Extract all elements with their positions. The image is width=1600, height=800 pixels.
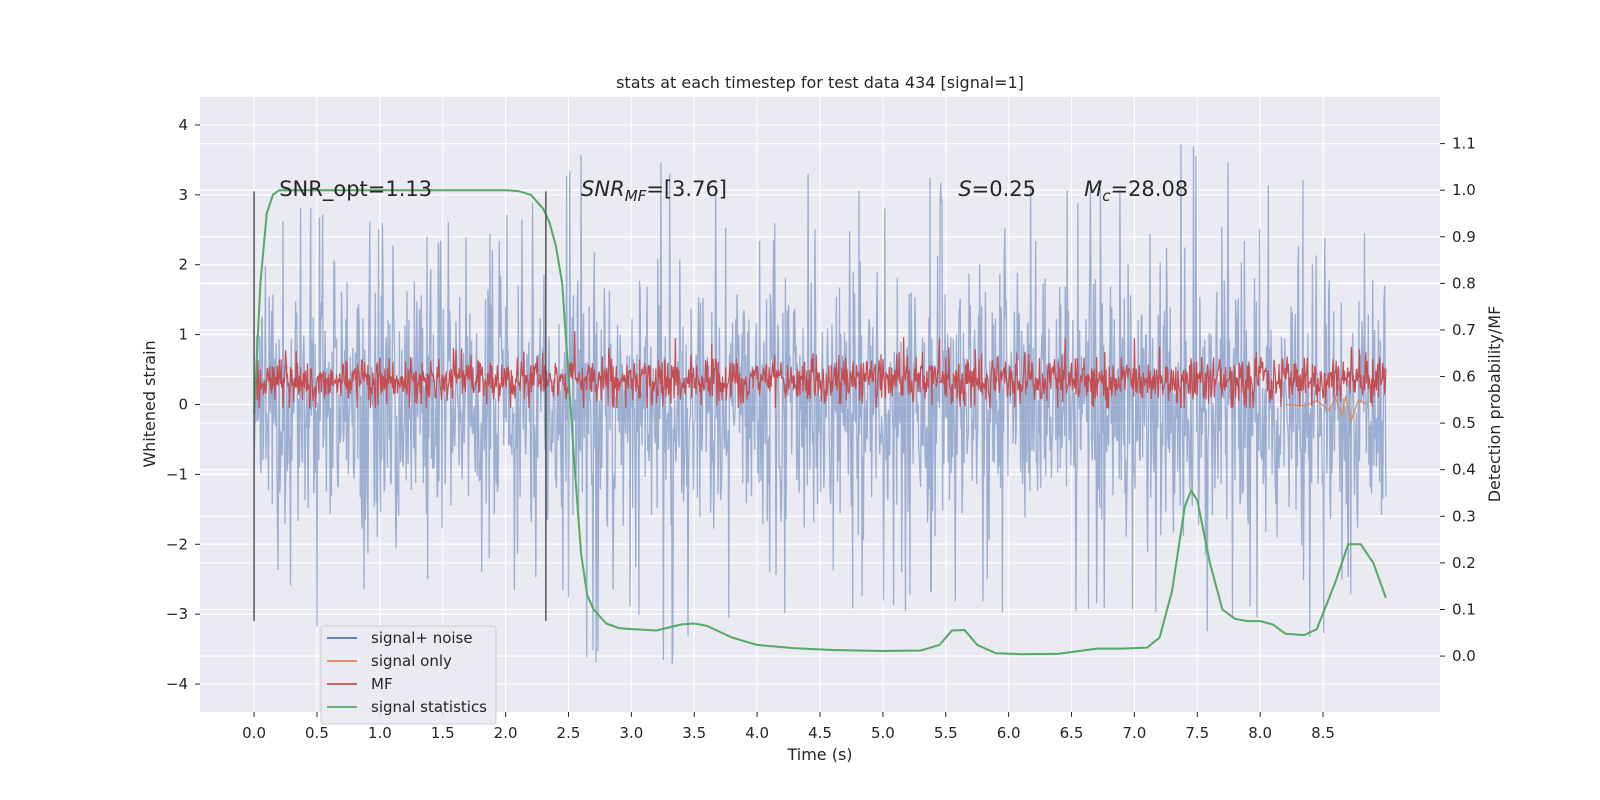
x-axis: 0.0 0.5 1.0 1.5 2.0 2.5 3.0 3.5 4.0 4.5 5.0 5.5 6.0 6… [242,712,1335,742]
annotation: S=0.25 [958,177,1036,201]
annotation-part: M [1084,177,1102,201]
y2-tick-label: 0.0 [1452,647,1476,665]
vertical-markers [253,191,547,622]
y-tick-label: 1 [178,326,188,344]
annotation-part: =0.25 [972,177,1036,201]
x-tick-label: 0.5 [305,724,329,742]
series-signal-only [1285,395,1368,425]
y-tick-label: −3 [166,605,188,623]
series-mf [253,331,1387,410]
y-tick-label: 0 [178,396,188,414]
y2-tick-label: 0.6 [1452,368,1476,386]
x-tick-label: 6.5 [1060,724,1084,742]
annotation: SNRMF=[3.76] [581,177,727,205]
x-tick-label: 2.0 [494,724,518,742]
annotation-part: S [958,177,971,201]
y2-tick-label: 0.1 [1452,601,1476,619]
x-tick-label: 7.0 [1122,724,1146,742]
y-axis-right: 0.0 0.1 0.2 0.3 0.4 0.5 0.6 0.7 0.8 0.9 1.0 1.1 [1440,135,1476,665]
series-layer [253,144,1387,664]
annotation: Mc=28.08 [1084,177,1188,205]
x-tick-label: 6.0 [997,724,1021,742]
x-tick-label: 3.5 [682,724,706,742]
x-tick-label: 2.5 [557,724,581,742]
legend-label-1: signal only [371,652,452,670]
y2-tick-label: 0.3 [1452,507,1476,525]
y-tick-label: 4 [178,116,188,134]
y-tick-label: −1 [166,465,188,483]
series-signal-statistics [253,189,1387,656]
annotations: SNR_opt=1.13 SNRMF=[3.76] S=0.25 Mc=28.08 [279,177,1188,205]
annotation-part: SNR [581,177,625,201]
x-tick-label: 4.0 [745,724,769,742]
y2-tick-label: 0.4 [1452,461,1476,479]
annotation-part: SNR_opt=1.13 [279,177,432,202]
legend-box [320,625,497,725]
chart-title: stats at each timestep for test data 434… [616,73,1024,92]
y2-axis-label: Detection probability/MF [1485,306,1504,503]
y2-tick-label: 0.8 [1452,274,1476,292]
legend-label-2: MF [371,675,393,693]
x-tick-label: 3.0 [619,724,643,742]
y2-tick-label: 0.7 [1452,321,1476,339]
annotation: SNR_opt=1.13 [279,177,432,202]
x-tick-label: 5.0 [871,724,895,742]
x-tick-label: 1.0 [368,724,392,742]
legend: signal+ noise signal only MF signal stat… [320,625,497,725]
annotation-part: MF [625,187,647,205]
y-tick-label: −2 [166,535,188,553]
y2-tick-label: 0.9 [1452,228,1476,246]
y2-tick-label: 0.2 [1452,554,1476,572]
annotation-part: =[3.76] [646,177,727,201]
x-tick-label: 7.5 [1185,724,1209,742]
y-axis-left: −4 −3 −2 −1 0 1 2 3 4 [166,116,200,693]
annotation-part: c [1102,187,1111,205]
x-tick-label: 8.5 [1311,724,1335,742]
x-axis-label: Time (s) [786,745,852,764]
legend-label-3: signal statistics [371,698,487,716]
x-tick-label: 4.5 [808,724,832,742]
y2-tick-label: 1.1 [1452,135,1476,153]
legend-label-0: signal+ noise [371,629,473,647]
annotation-part: =28.08 [1110,177,1188,201]
y-tick-label: 2 [178,256,188,274]
x-tick-label: 0.0 [242,724,266,742]
y2-tick-label: 1.0 [1452,181,1476,199]
x-tick-label: 1.5 [431,724,455,742]
y-tick-label: 3 [178,186,188,204]
y-axis-label: Whitened strain [140,340,159,467]
y-tick-label: −4 [166,675,188,693]
x-tick-label: 8.0 [1248,724,1272,742]
x-tick-label: 5.5 [934,724,958,742]
y2-tick-label: 0.5 [1452,414,1476,432]
